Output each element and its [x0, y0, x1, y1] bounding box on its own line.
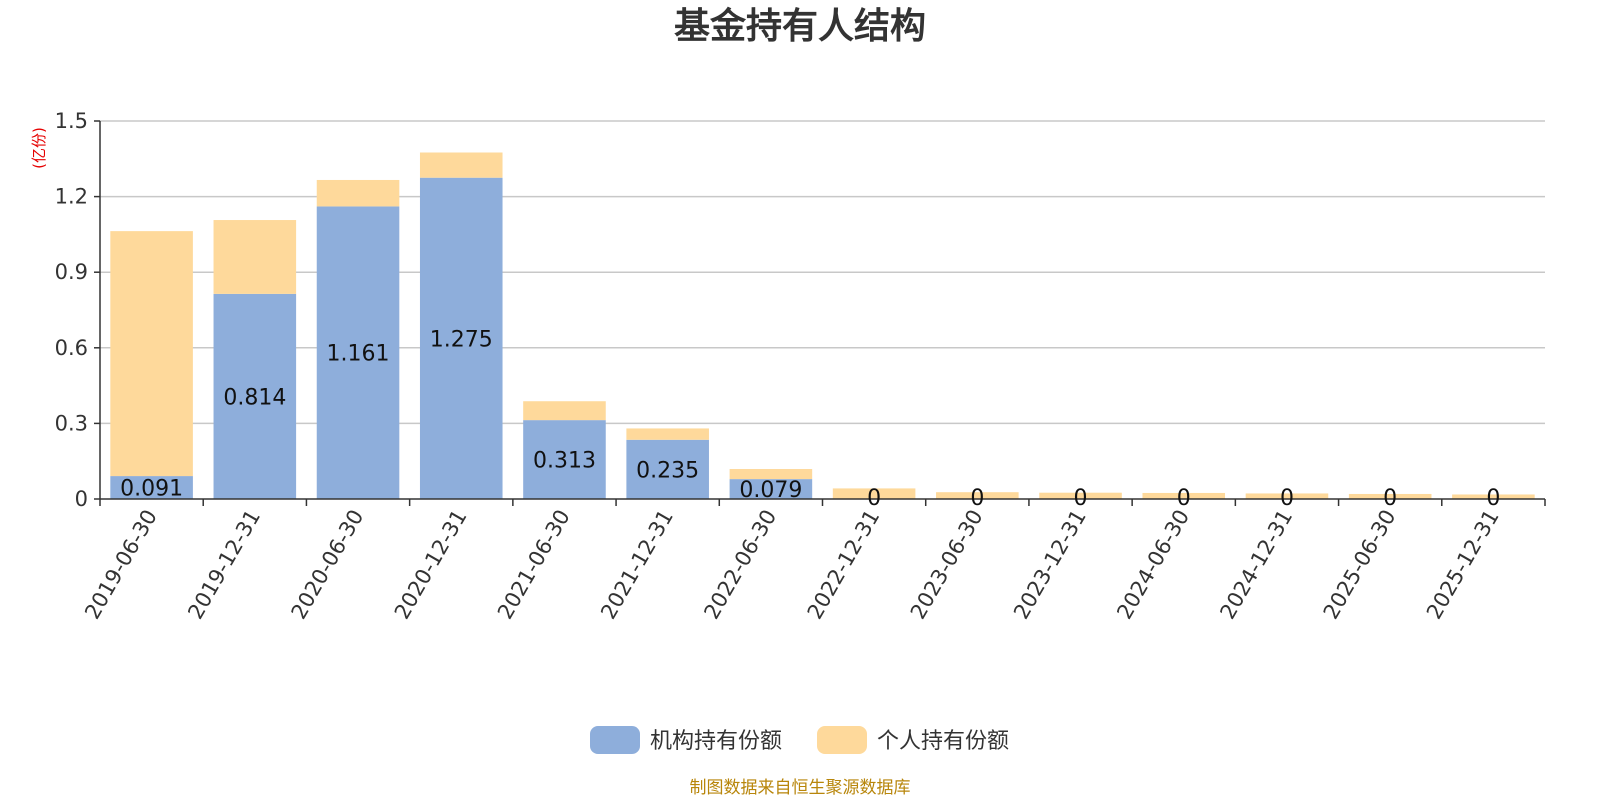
bar-institutional [110, 476, 193, 499]
bar-individual [1452, 494, 1535, 499]
bar-individual [729, 469, 813, 480]
bar-value-label: 0 [867, 486, 881, 511]
bar-institutional [523, 420, 606, 499]
legend-item-individual-swatch[interactable] [817, 726, 867, 754]
bar-institutional [316, 206, 400, 500]
bar-value-label: 0.091 [120, 477, 183, 502]
bar-individual [419, 152, 503, 178]
bar-individual [626, 428, 709, 440]
y-tick-label: 0.3 [55, 411, 88, 435]
bar-individual [316, 179, 400, 207]
x-tick-label: 2023-06-30 [906, 506, 988, 624]
x-tick-label: 2020-06-30 [287, 506, 369, 624]
bar-individual [832, 488, 916, 499]
bar-individual [213, 220, 297, 294]
legend-item-institutional-label[interactable]: 机构持有份额 [650, 729, 782, 754]
bar-individual [1142, 492, 1226, 499]
y-axis-unit: (亿份) [30, 127, 48, 169]
bar-value-label: 0.313 [533, 449, 596, 474]
bar-value-label: 1.275 [430, 327, 493, 352]
x-tick-label: 2023-12-31 [1009, 506, 1091, 624]
bar-individual [1245, 493, 1329, 499]
x-tick-label: 2025-06-30 [1319, 506, 1401, 624]
x-tick-label: 2021-06-30 [493, 506, 575, 624]
bar-individual [1039, 492, 1122, 499]
legend-item-individual-label[interactable]: 个人持有份额 [877, 729, 1009, 754]
y-tick-label: 1.5 [55, 109, 88, 133]
y-tick-label: 0.6 [55, 336, 88, 360]
bar-value-label: 0.079 [739, 478, 802, 503]
bar-institutional [419, 177, 503, 499]
bar-institutional [626, 439, 709, 499]
bar-labels: 0.091 0.814 1.161 1.275 0.313 0.235 0.079 0 0 0 0 0… [120, 327, 1500, 511]
x-tick-label: 2020-12-31 [390, 506, 472, 624]
x-tick-label: 2019-06-30 [80, 506, 162, 624]
x-tick-label: 2024-12-31 [1215, 506, 1297, 624]
legend-item-institutional-swatch[interactable] [590, 726, 640, 754]
y-tick-label: 0 [75, 487, 88, 511]
bar-value-label: 0 [1177, 486, 1191, 511]
bar-individual [110, 231, 193, 477]
legend[interactable]: 机构持有份额 个人持有份额 [590, 726, 1009, 754]
x-tick-label: 2022-06-30 [699, 506, 781, 624]
bar-value-label: 0 [1383, 486, 1397, 511]
bar-individual [936, 492, 1019, 499]
bar-institutional [213, 293, 297, 499]
bar-value-label: 0 [970, 486, 984, 511]
x-tick-label: 2025-12-31 [1422, 506, 1504, 624]
bar-individual [1348, 493, 1432, 499]
y-tick-label: 1.2 [55, 185, 88, 209]
bar-value-label: 0.235 [636, 458, 699, 483]
y-tick-label: 0.9 [55, 260, 88, 284]
bars [110, 152, 1535, 500]
bar-individual [523, 401, 606, 421]
bar-value-label: 0 [1486, 486, 1500, 511]
chart-title: 基金持有人结构 [674, 5, 926, 47]
x-tick-label: 2021-12-31 [596, 506, 678, 624]
bar-value-label: 0.814 [223, 385, 286, 410]
x-tick-label: 2019-12-31 [183, 506, 265, 624]
x-tick-label: 2024-06-30 [1112, 506, 1194, 624]
bar-value-label: 1.161 [327, 342, 390, 367]
bar-value-label: 0 [1280, 486, 1294, 511]
bar-institutional [729, 479, 813, 499]
data-source: 制图数据来自恒生聚源数据库 [690, 778, 911, 798]
bar-value-label: 0 [1074, 486, 1088, 511]
x-tick-label: 2022-12-31 [803, 506, 885, 624]
